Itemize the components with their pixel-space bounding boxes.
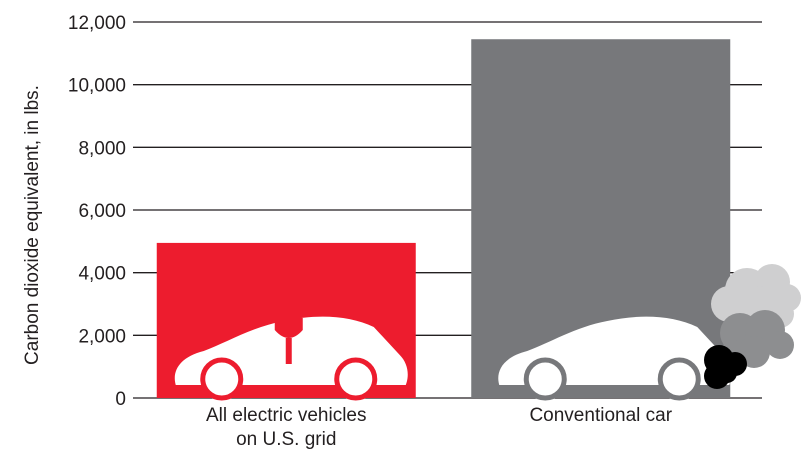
y-tick-label: 8,000 — [78, 138, 126, 159]
x-category-label-line: Conventional car — [529, 405, 672, 426]
x-category-label: All electric vehicles on U.S. grid — [206, 405, 367, 450]
y-tick-label: 10,000 — [68, 76, 126, 97]
y-tick-label: 0 — [115, 389, 126, 410]
x-category-label: Conventional car — [529, 405, 672, 426]
car-wheel — [657, 357, 701, 401]
y-tick-label: 2,000 — [78, 326, 126, 347]
y-axis-tick-labels: 0 2,000 4,000 6,000 8,000 10,000 12,000 — [68, 13, 126, 410]
y-tick-label: 12,000 — [68, 13, 126, 34]
y-tick-label: 4,000 — [78, 264, 126, 285]
x-category-label-line: on U.S. grid — [236, 429, 336, 450]
plug-prong — [280, 305, 285, 319]
plug-cord — [285, 338, 292, 364]
exhaust-puff — [711, 286, 747, 322]
x-axis-category-labels: All electric vehicles on U.S. grid Convent… — [206, 405, 673, 450]
car-wheel — [200, 357, 244, 401]
electric-car-icon — [174, 305, 408, 401]
x-category-label-line: All electric vehicles — [206, 405, 367, 426]
conventional-car-with-exhaust-icon — [498, 264, 801, 401]
car-wheel — [523, 357, 567, 401]
plug-prong — [292, 305, 297, 319]
exhaust-puff — [766, 331, 794, 359]
bar-icons — [174, 264, 801, 401]
exhaust-puff — [717, 363, 737, 383]
y-tick-label: 6,000 — [78, 201, 126, 222]
y-axis-title: Carbon dioxide equivalent, in lbs. — [22, 85, 43, 365]
plug-head — [274, 318, 303, 338]
exhaust-cloud-icon — [704, 345, 747, 389]
car-wheel — [334, 357, 378, 401]
